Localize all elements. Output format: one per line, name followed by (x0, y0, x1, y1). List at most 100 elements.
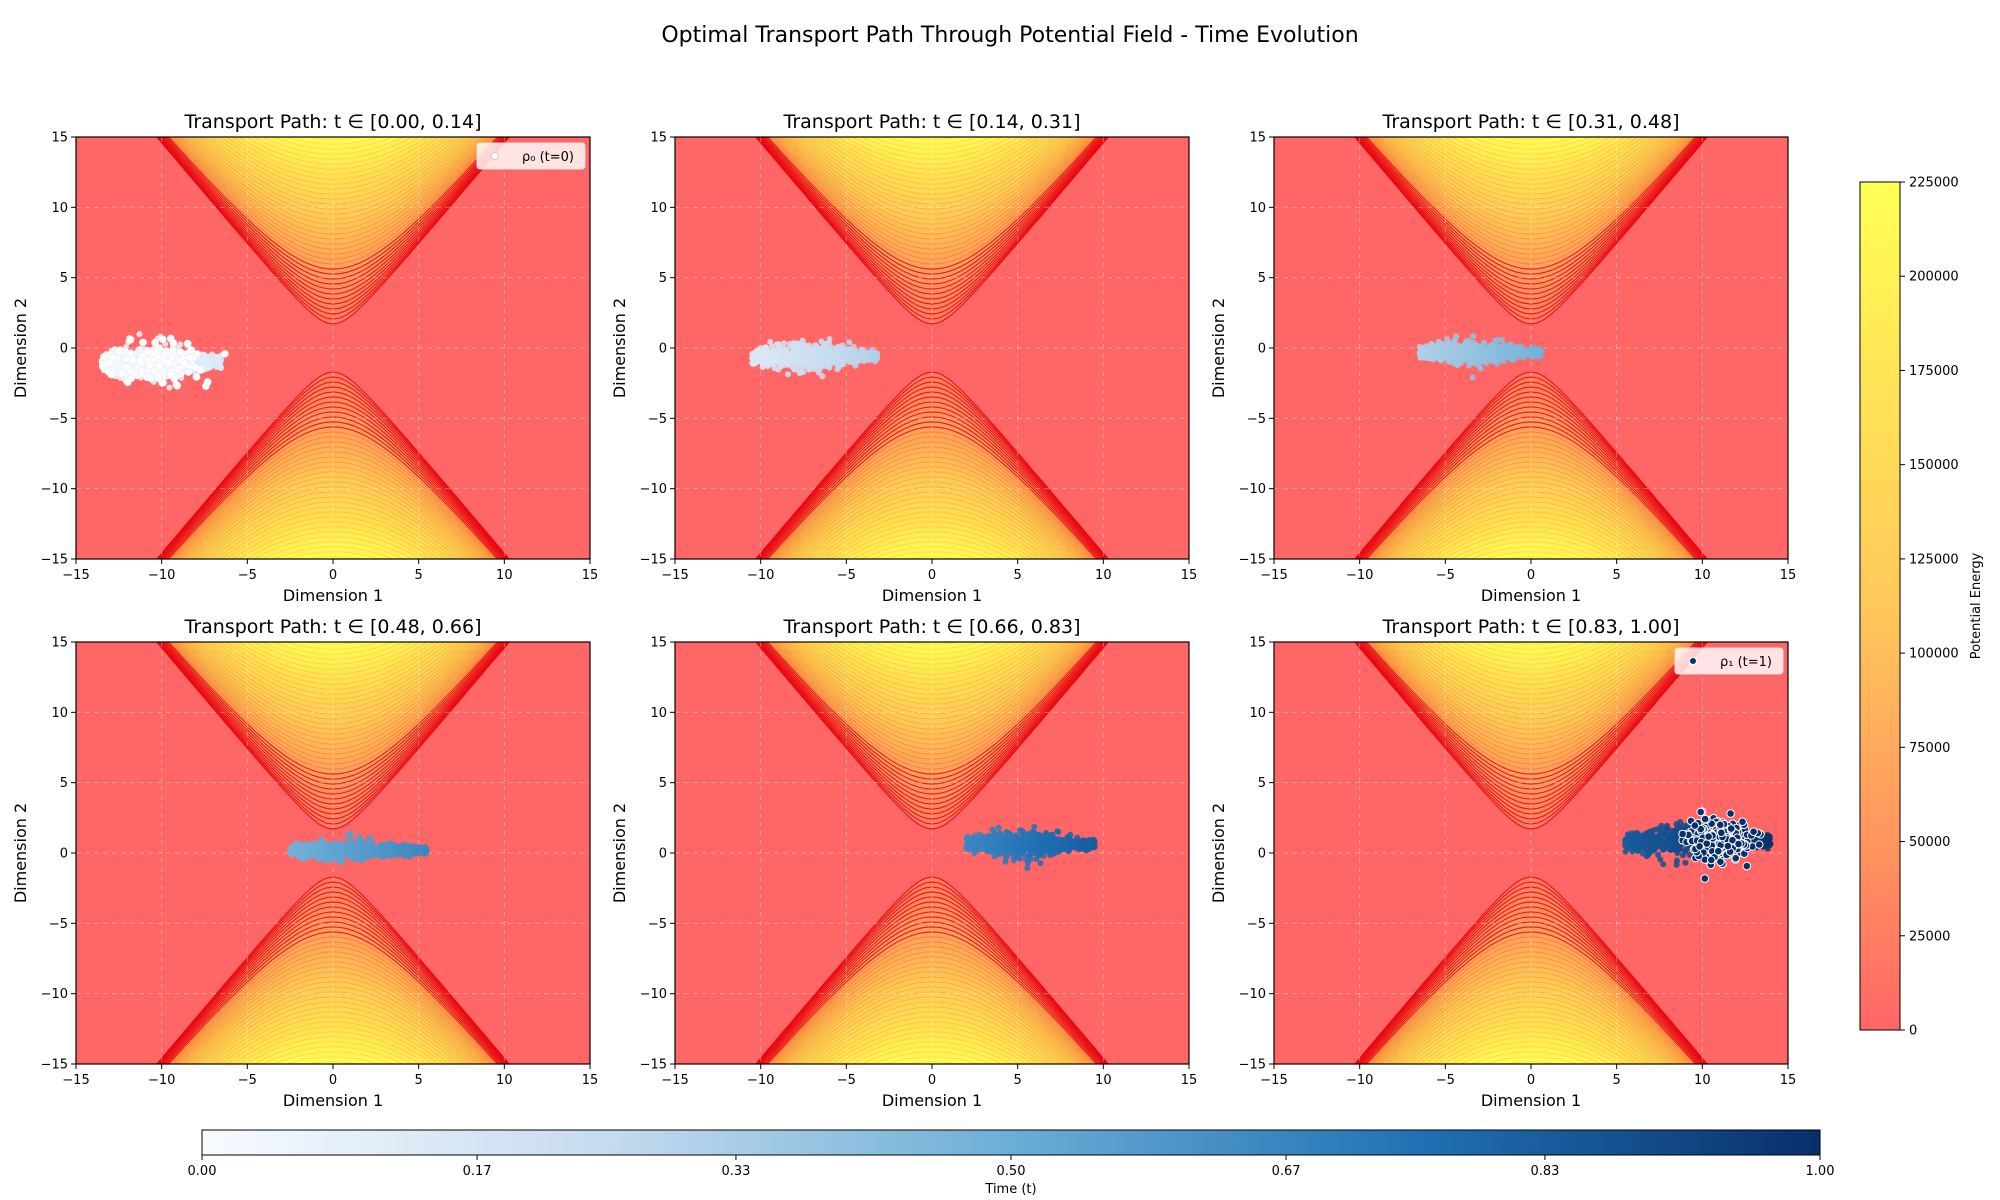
x-tick-label: 10 (1694, 568, 1711, 583)
contour-line (272, 642, 394, 655)
source-point (151, 338, 159, 347)
x-tick-label: 5 (1014, 568, 1022, 583)
contour-line (1360, 137, 1702, 290)
contour-line (1460, 541, 1602, 559)
particle-point (1026, 852, 1033, 859)
contour-line (772, 441, 1092, 559)
contour-line (220, 1016, 446, 1064)
contour-line (765, 926, 1099, 1064)
particle-point (988, 837, 995, 843)
particle-point (978, 840, 985, 847)
contour-line (183, 137, 483, 235)
contour-line (1451, 642, 1611, 665)
contour-line (1365, 426, 1697, 559)
particle-point (351, 849, 358, 856)
contour-line (1408, 642, 1654, 700)
contour-line (770, 941, 1094, 1064)
contour-line (166, 926, 500, 1064)
contour-line (805, 642, 1059, 705)
contour-line (1358, 401, 1704, 559)
particle-point (1003, 847, 1010, 854)
contour-line (1364, 642, 1698, 780)
contour-line (178, 451, 488, 559)
y-tick-label: −5 (49, 412, 68, 427)
contour-line (1436, 642, 1626, 675)
particle-point (373, 850, 380, 857)
y-tick-label: 10 (650, 201, 667, 216)
contour-line (1355, 886, 1707, 1064)
contour-line (285, 551, 381, 559)
contour-line (790, 981, 1074, 1064)
particle-point (1085, 842, 1092, 849)
particle-point (1055, 828, 1062, 835)
subplot-title: Transport Path: t ∈ [0.31, 0.48] (1382, 111, 1680, 133)
contour-line (159, 901, 507, 1064)
contour-line (1393, 642, 1669, 720)
contour-line (1373, 642, 1689, 755)
particle-point (1083, 847, 1089, 854)
contour-line (1356, 137, 1706, 305)
y-tick-label: 0 (659, 342, 667, 357)
contour-line (1383, 137, 1679, 230)
contour-line (794, 642, 1070, 720)
contour-line (1371, 137, 1691, 255)
particle-point (353, 853, 360, 860)
contour-line (159, 396, 507, 559)
y-tick-label: −15 (41, 553, 68, 568)
contour-line (1376, 642, 1686, 750)
gridlines (1274, 642, 1788, 1064)
particle-point (347, 830, 354, 837)
contour-line (1389, 137, 1673, 220)
y-tick-label: 5 (60, 271, 68, 286)
contour-line (814, 137, 1050, 190)
legend-box (476, 142, 586, 170)
contour-line (1408, 1006, 1654, 1064)
contour-line (183, 642, 483, 740)
source-point (184, 368, 193, 376)
contour-line (167, 931, 499, 1064)
contour-line (772, 946, 1092, 1064)
particle-point (1064, 846, 1071, 852)
contour-line (178, 956, 488, 1064)
particle-point (998, 840, 1005, 847)
x-axis-label: Dimension 1 (882, 1091, 982, 1110)
contour-line (1413, 506, 1649, 559)
contour-line (756, 137, 1108, 315)
contour-line (794, 137, 1070, 215)
particle-point (794, 362, 800, 369)
source-point (166, 370, 175, 379)
contour-line (1360, 406, 1702, 559)
contour-line (852, 1041, 1012, 1064)
contour-line (1404, 642, 1658, 705)
contour-line (774, 642, 1090, 755)
particle-point (413, 845, 420, 852)
contour-line (763, 642, 1101, 785)
contour-line (215, 506, 451, 559)
contour-line (157, 642, 509, 815)
contour-line (185, 137, 481, 230)
contour-line (253, 536, 413, 559)
particle-point (1007, 830, 1014, 837)
y-tick-label: −15 (640, 1058, 667, 1073)
x-tick-label: −10 (747, 1073, 774, 1088)
contour-line (158, 642, 508, 810)
particle-point (1033, 856, 1040, 862)
x-tick-label: −5 (238, 568, 257, 583)
particle-point (1438, 353, 1445, 360)
contour-line (245, 642, 421, 670)
contour-line (852, 536, 1012, 559)
contour-line (171, 137, 495, 260)
particle-point (1495, 336, 1502, 343)
particle-point (1067, 831, 1074, 838)
contour-line (198, 486, 468, 559)
contour-line (191, 137, 475, 220)
contour-line (756, 642, 1108, 820)
contour-line (159, 137, 507, 300)
particle-cloud (1416, 333, 1545, 381)
particle-point (1462, 340, 1469, 347)
y-tick-label: −10 (41, 482, 68, 497)
contour-line (1356, 896, 1706, 1064)
particle-point (204, 364, 211, 371)
particle-point (800, 358, 807, 365)
